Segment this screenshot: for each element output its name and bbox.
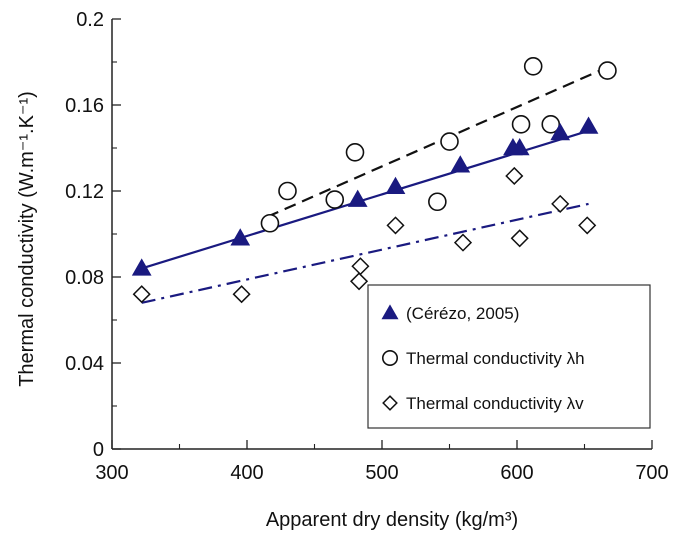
y-axis-label: Thermal conductivity (W.m⁻¹.K⁻¹) bbox=[16, 91, 38, 387]
trend-line-open-circle bbox=[266, 67, 606, 218]
circle-point bbox=[541, 115, 561, 134]
circle-point bbox=[598, 61, 617, 80]
triangle-point bbox=[385, 176, 406, 194]
circle-point bbox=[511, 115, 531, 134]
trend-lines bbox=[141, 67, 606, 304]
legend-label: Thermal conductivity λv bbox=[406, 394, 584, 413]
diamond-point bbox=[505, 166, 524, 186]
circle-point bbox=[260, 213, 280, 233]
y-tick-label: 0.2 bbox=[76, 9, 104, 31]
diamond-point bbox=[351, 257, 370, 276]
circle-point bbox=[278, 181, 297, 201]
triangle-point bbox=[578, 116, 599, 134]
legend-label: (Cérézo, 2005) bbox=[406, 304, 519, 323]
legend-box bbox=[367, 284, 651, 429]
triangle-point bbox=[131, 258, 152, 276]
triangle-point bbox=[450, 155, 471, 173]
x-tick-label: 400 bbox=[230, 462, 263, 484]
x-tick-label: 500 bbox=[365, 462, 398, 484]
x-tick-label: 700 bbox=[635, 462, 668, 484]
legend-marker-open-circle bbox=[381, 349, 399, 367]
legend: (Cérézo, 2005) Thermal conductivity λh The… bbox=[367, 284, 651, 429]
trend-line-open-diamond bbox=[141, 202, 589, 304]
diamond-point bbox=[132, 285, 151, 304]
circle-point bbox=[345, 143, 365, 162]
diamond-point bbox=[453, 233, 473, 252]
y-tick-label: 0.16 bbox=[65, 95, 104, 117]
circle-point bbox=[428, 192, 447, 212]
triangle-point bbox=[550, 122, 571, 141]
diamond-point bbox=[349, 272, 369, 291]
x-axis-label: Apparent dry density (kg/m³) bbox=[266, 509, 518, 531]
x-tick-label: 600 bbox=[500, 462, 533, 484]
diamond-point bbox=[232, 285, 251, 304]
y-tick-label: 0.04 bbox=[65, 353, 104, 375]
diamond-point bbox=[578, 216, 597, 235]
circle-point bbox=[325, 190, 345, 209]
triangle-point bbox=[509, 137, 530, 156]
diamond-point bbox=[386, 216, 405, 235]
circle-point bbox=[440, 132, 459, 151]
circle-point bbox=[523, 57, 543, 76]
diamond-point bbox=[510, 229, 529, 248]
y-tick-label: 0 bbox=[93, 439, 104, 461]
x-tick-label: 300 bbox=[95, 462, 128, 484]
legend-marker-filled-triangle bbox=[381, 304, 399, 320]
axes: 0 0.04 0.08 0.12 0.16 0.2 300 400 500 600 700 bbox=[65, 9, 669, 484]
data-points bbox=[131, 57, 617, 304]
legend-label: Thermal conductivity λh bbox=[406, 349, 585, 368]
y-tick-label: 0.12 bbox=[65, 181, 104, 203]
legend-marker-open-diamond bbox=[382, 395, 398, 411]
y-tick-label: 0.08 bbox=[65, 267, 104, 289]
diamond-point bbox=[551, 194, 570, 213]
triangle-point bbox=[347, 189, 368, 207]
triangle-point bbox=[230, 228, 251, 246]
